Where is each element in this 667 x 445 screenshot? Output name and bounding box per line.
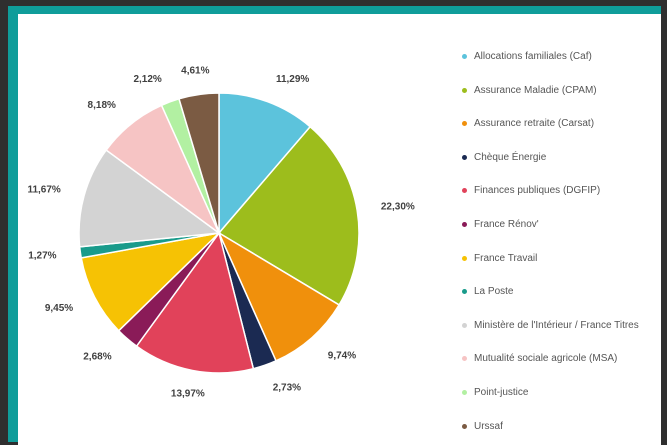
legend-item: Point-justice — [462, 386, 662, 400]
legend-label: Allocations familiales (Caf) — [474, 51, 592, 62]
legend-swatch — [462, 289, 467, 295]
legend-swatch — [462, 121, 467, 127]
data-label: 8,18% — [88, 100, 116, 111]
pie-slice — [217, 231, 341, 362]
legend-label: Chèque Énergie — [474, 151, 547, 163]
legend-item: Chèque Énergie — [462, 151, 662, 165]
legend-label: Assurance retraite (Carsat) — [474, 118, 595, 130]
legend-item: France Travail — [462, 252, 662, 266]
pie-slice — [178, 92, 220, 234]
legend-label: Point-justice — [474, 387, 529, 398]
legend-item: La Poste — [462, 285, 662, 299]
legend-swatch — [462, 390, 467, 395]
data-label: 13,97% — [171, 389, 205, 400]
legend-swatch — [462, 154, 467, 160]
legend-item: Urssaf — [462, 420, 662, 434]
pie-slice — [217, 125, 360, 306]
legend-swatch — [462, 87, 467, 93]
legend-item: Allocations familiales (Caf) — [462, 50, 662, 64]
data-label: 2,12% — [133, 74, 161, 85]
legend-label: Mutualité sociale agricole (MSA) — [474, 353, 618, 365]
data-label: 2,68% — [83, 352, 111, 363]
legend-swatch — [462, 222, 467, 227]
data-label: 9,45% — [45, 303, 73, 314]
legend-label: Finances publiques (DGFIP) — [474, 185, 601, 197]
legend-item: Ministère de l'Intérieur / France Titres — [462, 319, 662, 333]
legend-label: Ministère de l'Intérieur / France Titres — [474, 319, 639, 331]
legend-swatch — [462, 356, 467, 362]
legend-item: France Rénov' — [462, 218, 662, 232]
legend-swatch — [462, 423, 467, 429]
data-label: 4,61% — [181, 65, 209, 76]
legend-label: Assurance Maladie (CPAM) — [474, 84, 597, 96]
data-label: 9,74% — [328, 350, 356, 361]
legend-item: Finances publiques (DGFIP) — [462, 184, 662, 198]
data-label: 11,29% — [276, 74, 309, 85]
legend-label: Urssaf — [474, 420, 503, 432]
legend-item: Assurance retraite (Carsat) — [462, 117, 662, 131]
legend-swatch — [462, 54, 467, 59]
data-label: 22,30% — [381, 201, 415, 212]
data-label: 11,67% — [27, 184, 60, 195]
pie-slice — [78, 149, 222, 248]
legend-label: France Travail — [474, 252, 538, 264]
legend-label: France Rénov' — [474, 219, 539, 230]
pie-slice — [80, 231, 222, 332]
pie-slice — [135, 231, 255, 374]
legend-label: La Poste — [474, 286, 514, 298]
legend-swatch — [462, 255, 467, 261]
pie-slice — [218, 92, 312, 236]
legend-swatch — [462, 188, 467, 194]
legend-item: Assurance Maladie (CPAM) — [462, 84, 662, 98]
data-label: 2,73% — [273, 383, 301, 394]
data-label: 1,27% — [28, 250, 56, 261]
legend-item: Mutualité sociale agricole (MSA) — [462, 352, 662, 366]
legend-swatch — [462, 322, 467, 328]
